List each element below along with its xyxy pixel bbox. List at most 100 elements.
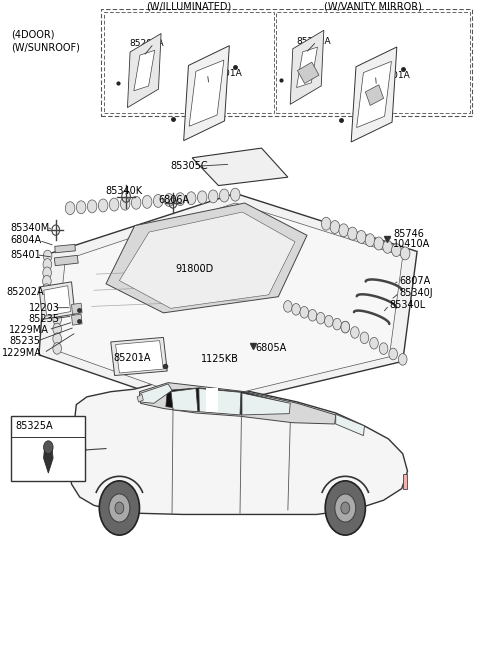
Circle shape [348, 227, 357, 240]
Circle shape [197, 191, 207, 204]
Circle shape [350, 327, 359, 338]
Text: 1125KB: 1125KB [201, 354, 239, 364]
Circle shape [330, 220, 340, 234]
Bar [101, 9, 472, 116]
Text: (W/ILLUMINATED): (W/ILLUMINATED) [146, 1, 231, 11]
Circle shape [186, 192, 196, 205]
Text: 85401: 85401 [10, 250, 41, 260]
Circle shape [53, 304, 61, 316]
Text: 85202A: 85202A [6, 287, 44, 297]
Circle shape [300, 306, 309, 318]
Text: 6807A: 6807A [399, 276, 431, 285]
Polygon shape [44, 449, 53, 473]
Circle shape [132, 196, 141, 209]
Bar [104, 12, 274, 113]
Text: 1229MA: 1229MA [1, 348, 42, 358]
Polygon shape [55, 245, 75, 253]
Circle shape [115, 502, 124, 514]
Circle shape [383, 240, 392, 253]
Polygon shape [56, 203, 403, 402]
Polygon shape [72, 314, 82, 325]
Polygon shape [120, 212, 295, 308]
Circle shape [341, 321, 349, 333]
Circle shape [53, 342, 61, 354]
Circle shape [109, 198, 119, 211]
Circle shape [365, 234, 375, 247]
Polygon shape [106, 203, 307, 313]
Circle shape [42, 284, 51, 295]
Polygon shape [357, 62, 391, 127]
Circle shape [53, 323, 61, 335]
Circle shape [76, 201, 86, 214]
Bar [11, 417, 85, 481]
Polygon shape [351, 47, 397, 142]
Polygon shape [140, 384, 172, 403]
Circle shape [44, 441, 53, 454]
Circle shape [324, 316, 333, 327]
Circle shape [65, 202, 75, 215]
Circle shape [43, 276, 51, 287]
Polygon shape [73, 436, 86, 455]
Circle shape [357, 230, 366, 243]
Polygon shape [166, 388, 288, 415]
Circle shape [98, 199, 108, 212]
Polygon shape [192, 148, 288, 186]
Text: 85201A: 85201A [113, 353, 151, 363]
Text: 85340J: 85340J [399, 288, 433, 298]
Circle shape [400, 247, 410, 260]
Circle shape [339, 224, 348, 237]
Circle shape [143, 195, 152, 209]
Polygon shape [336, 415, 364, 436]
Polygon shape [39, 194, 417, 410]
Text: 85201A: 85201A [207, 70, 242, 78]
Polygon shape [242, 393, 290, 415]
Text: 85340M: 85340M [10, 222, 49, 233]
Circle shape [99, 481, 140, 535]
Circle shape [42, 292, 51, 304]
Circle shape [53, 333, 61, 344]
Circle shape [208, 190, 218, 203]
Text: 85340K: 85340K [105, 186, 142, 196]
Circle shape [398, 354, 407, 365]
Circle shape [316, 312, 325, 324]
Text: 85235: 85235 [9, 337, 40, 346]
Circle shape [284, 300, 292, 312]
Polygon shape [111, 337, 167, 375]
Polygon shape [199, 388, 241, 415]
Circle shape [164, 194, 174, 207]
Text: 12203: 12203 [28, 302, 60, 313]
Circle shape [43, 258, 52, 270]
Text: 10410A: 10410A [393, 239, 431, 249]
Text: 85201A: 85201A [375, 71, 410, 79]
Circle shape [325, 481, 365, 535]
Polygon shape [39, 282, 75, 319]
Text: 85746: 85746 [393, 229, 424, 239]
Circle shape [333, 318, 341, 330]
Circle shape [322, 217, 331, 230]
Polygon shape [403, 474, 407, 489]
Circle shape [43, 267, 51, 279]
Polygon shape [70, 380, 408, 514]
Text: 91800D: 91800D [175, 264, 214, 274]
Circle shape [335, 494, 356, 522]
Polygon shape [206, 388, 218, 413]
Polygon shape [140, 382, 336, 424]
Text: 6804A: 6804A [10, 236, 41, 245]
Polygon shape [44, 286, 71, 316]
Circle shape [230, 188, 240, 201]
Text: 85325A: 85325A [15, 421, 53, 432]
Circle shape [87, 200, 97, 213]
Polygon shape [72, 303, 82, 314]
Text: 85305C: 85305C [170, 161, 208, 171]
Polygon shape [54, 255, 78, 266]
Circle shape [341, 502, 350, 514]
Text: (W/VANITY MIRROR): (W/VANITY MIRROR) [324, 1, 422, 11]
Circle shape [175, 193, 185, 205]
Circle shape [374, 237, 384, 250]
Circle shape [109, 494, 130, 522]
Circle shape [389, 348, 397, 359]
Polygon shape [189, 60, 224, 126]
Circle shape [341, 321, 349, 333]
Bar [276, 12, 470, 113]
Circle shape [42, 300, 50, 312]
